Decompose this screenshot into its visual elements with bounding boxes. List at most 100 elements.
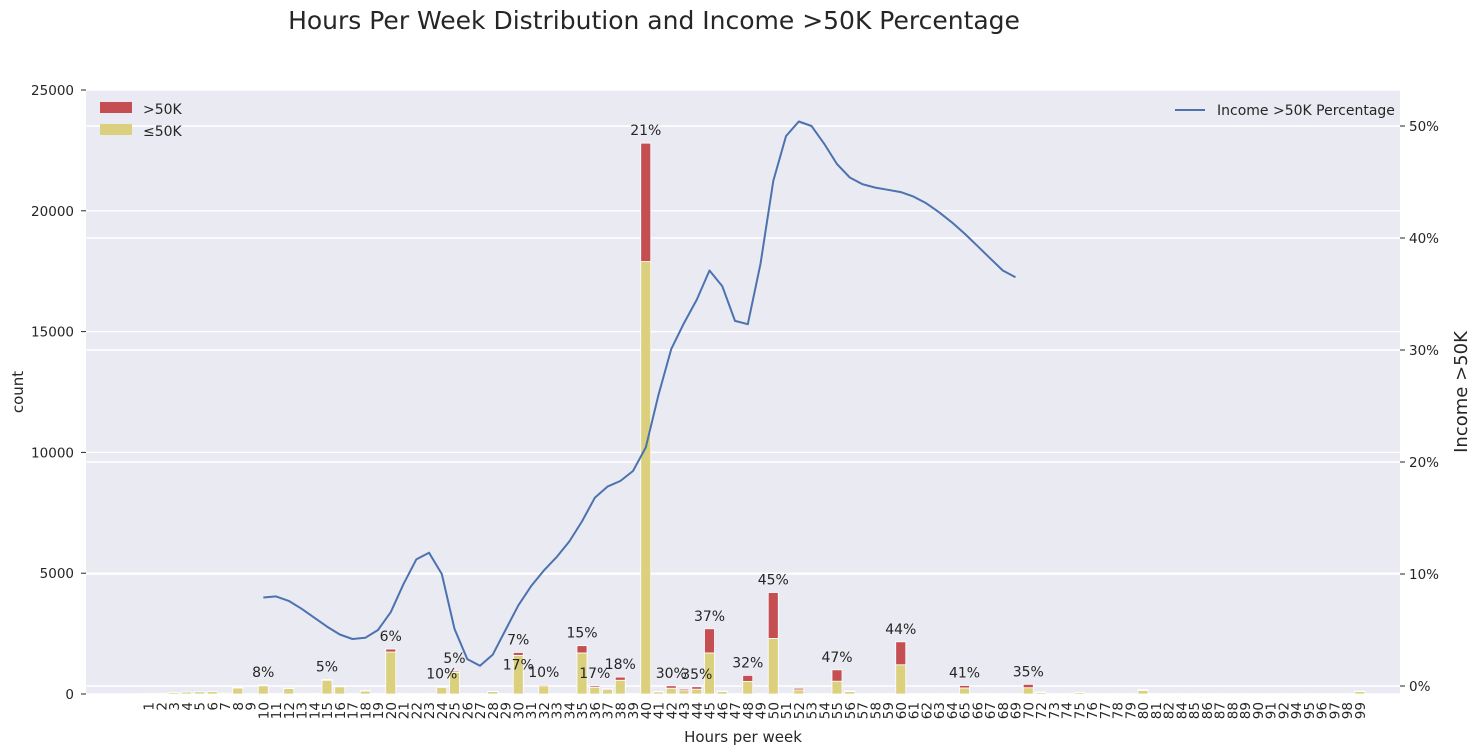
x-tick-label: 10 — [256, 702, 272, 719]
x-tick-label: 84 — [1174, 702, 1190, 719]
bar-le50k-55 — [831, 680, 843, 695]
bar-gt50k-55 — [831, 669, 843, 682]
annotation-60: 44% — [885, 622, 916, 638]
x-tick-label: 28 — [486, 702, 502, 719]
x-tick-label: 9 — [244, 702, 260, 711]
x-tick-label: 88 — [1225, 702, 1241, 719]
x-tick-label: 96 — [1315, 702, 1331, 719]
bar-le50k-3 — [168, 692, 180, 695]
x-tick-label: 20 — [384, 702, 400, 719]
y-tick-label: 10000 — [31, 445, 74, 461]
x-tick-label: 97 — [1327, 702, 1343, 719]
x-tick-label: 18 — [358, 702, 374, 719]
bar-le50k-6 — [206, 691, 218, 695]
x-tick-label: 66 — [970, 702, 986, 719]
annotation-25: 5% — [443, 651, 465, 667]
x-tick-label: 39 — [626, 702, 642, 719]
annotation-44: 35% — [681, 667, 712, 683]
bar-le50k-36 — [589, 686, 601, 695]
bar-le50k-52 — [793, 689, 805, 695]
annotation-36: 17% — [579, 666, 610, 682]
x-tick-label: 42 — [664, 702, 680, 719]
x-tick-label: 30 — [511, 702, 527, 719]
annotation-35: 15% — [566, 626, 597, 642]
annotation-55: 47% — [821, 650, 852, 666]
x-tick-label: 53 — [805, 702, 821, 719]
bar-gt50k-50 — [767, 592, 779, 639]
bar-le50k-48 — [742, 681, 754, 695]
x-tick-label: 51 — [779, 702, 795, 719]
y-tick-label: 5000 — [40, 566, 74, 582]
bar-gt50k-37 — [602, 688, 613, 691]
legend-swatch-gt50k — [100, 102, 132, 113]
bar-le50k-20 — [385, 651, 397, 695]
x-tick-label: 59 — [881, 702, 897, 719]
x-tick-label: 54 — [817, 702, 833, 719]
x-tick-label: 12 — [282, 702, 298, 719]
y-axis-label: count — [9, 371, 27, 413]
bar-gt50k-10 — [257, 684, 269, 687]
x-tick-label: 92 — [1276, 702, 1292, 719]
x-tick-label: 37 — [601, 702, 617, 719]
y2-tick-label: 10% — [1409, 567, 1439, 583]
bar-gt50k-38 — [614, 676, 626, 681]
legend-label-gt50k: >50K — [143, 102, 183, 118]
x-tick-label: 60 — [894, 702, 910, 719]
x-tick-label: 43 — [677, 702, 693, 719]
y-tick-label: 20000 — [31, 204, 74, 220]
x-tick-label: 57 — [856, 702, 872, 719]
x-tick-label: 5 — [193, 702, 209, 711]
x-tick-label: 35 — [575, 702, 591, 719]
x-tick-label: 63 — [932, 702, 948, 719]
x-tick-label: 77 — [1098, 702, 1114, 719]
y2-tick-label: 50% — [1409, 119, 1439, 135]
x-tick-label: 99 — [1353, 702, 1369, 719]
x-tick-label: 1 — [142, 702, 158, 711]
bar-gt50k-60 — [895, 641, 907, 666]
bar-le50k-38 — [614, 679, 626, 695]
y2-tick-label: 30% — [1409, 343, 1439, 359]
bar-le50k-15 — [321, 679, 333, 695]
x-tick-label: 22 — [409, 702, 425, 719]
x-tick-label: 52 — [792, 702, 808, 719]
x-tick-label: 36 — [588, 702, 604, 719]
annotation-30: 7% — [507, 632, 529, 648]
x-tick-label: 70 — [1021, 702, 1037, 719]
bar-annotations: 8% 5%6%10%5%7%17%10%15%17%18%21%30%35%37%… — [252, 123, 1044, 683]
x-tick-label: 82 — [1162, 702, 1178, 719]
annotation-42: 30% — [656, 666, 687, 682]
x-tick-label: 4 — [180, 702, 196, 711]
bar-gt50k-44 — [691, 686, 703, 690]
x-tick-label: 13 — [295, 702, 311, 719]
x-tick-label: 21 — [397, 702, 413, 719]
bar-le50k-42 — [665, 687, 677, 695]
x-tick-label: 49 — [754, 702, 770, 719]
x-tick-label: 2 — [154, 702, 170, 711]
annotation-50: 45% — [758, 573, 789, 589]
x-tick-label: 31 — [524, 702, 540, 719]
bars — [143, 142, 1366, 695]
x-tick-label: 23 — [422, 702, 438, 719]
y-axis-left-ticks: 0 5000 10000 15000 20000 25000 — [31, 83, 86, 703]
legend-swatch-le50k — [100, 124, 132, 135]
x-tick-label: 81 — [1149, 702, 1165, 719]
x-tick-label: 65 — [958, 702, 974, 719]
chart-title: Hours Per Week Distribution and Income >… — [288, 6, 1020, 35]
x-tick-label: 38 — [613, 702, 629, 719]
x-tick-label: 67 — [983, 702, 999, 719]
bar-gt50k-65 — [959, 685, 970, 689]
x-tick-label: 3 — [167, 702, 183, 711]
legend-right: Income >50K Percentage — [1175, 103, 1395, 119]
annotation-48: 32% — [732, 655, 763, 671]
annotation-15: 5% — [316, 660, 338, 676]
legend-label-percentage: Income >50K Percentage — [1217, 103, 1395, 119]
x-tick-label: 94 — [1289, 702, 1305, 719]
annotation-40: 21% — [630, 123, 661, 139]
x-tick-label: 89 — [1238, 702, 1254, 719]
annotation-65: 41% — [949, 666, 980, 682]
annotation-32: 10% — [528, 665, 559, 681]
x-tick-label: 27 — [473, 702, 489, 719]
bar-le50k-44 — [691, 688, 703, 695]
annotation-10: 8% — [252, 665, 274, 681]
y2-tick-label: 20% — [1409, 455, 1439, 471]
